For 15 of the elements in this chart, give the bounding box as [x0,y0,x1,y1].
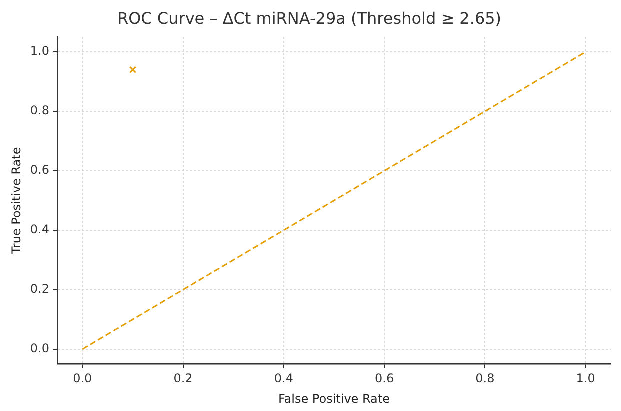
chart-title: ROC Curve – ΔCt miRNA-29a (Threshold ≥ 2.65) [117,8,502,28]
x-tick-label: 0.0 [73,372,92,386]
y-tick-label: 0.8 [30,104,50,118]
y-tick-label: 0.4 [30,222,50,237]
x-axis-title: False Positive Rate [278,392,390,406]
y-tick-label: 0.0 [30,341,50,356]
x-tick-label: 1.0 [576,372,596,386]
x-tick-label: 0.2 [174,372,193,386]
y-tick-label: 1.0 [30,44,50,58]
x-tick-label: 0.4 [274,372,294,386]
y-axis-title: True Positive Rate [9,147,24,256]
y-tick-label: 0.6 [30,163,50,178]
y-tick-label: 0.2 [30,282,50,296]
x-tick-label: 0.8 [476,372,495,386]
x-tick-label: 0.6 [375,372,394,386]
